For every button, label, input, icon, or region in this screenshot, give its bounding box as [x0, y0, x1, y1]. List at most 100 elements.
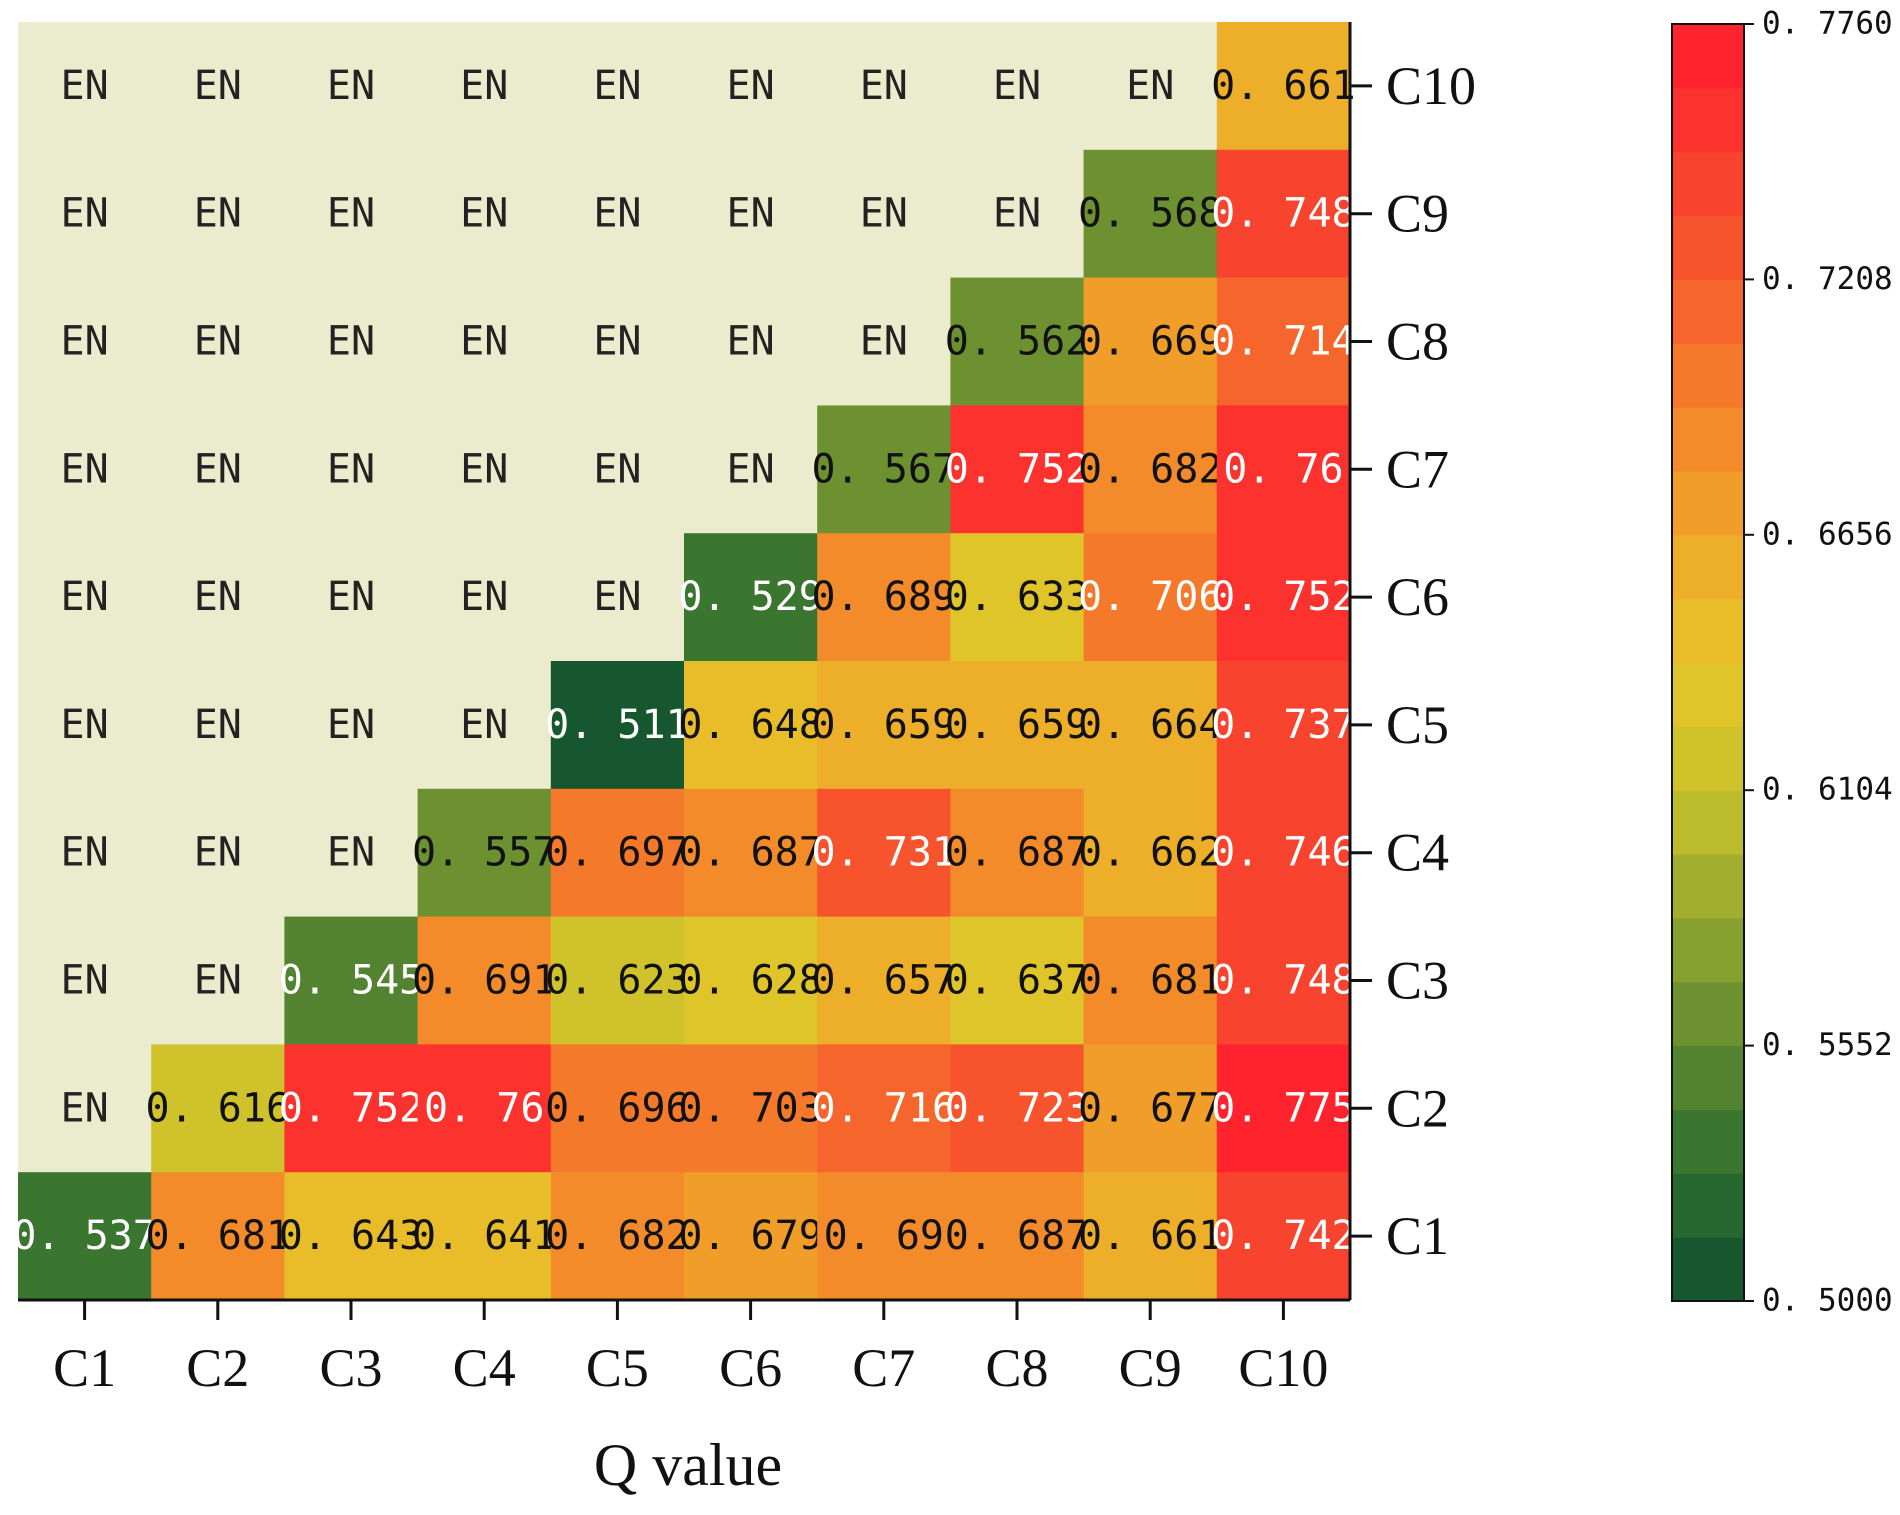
- heatmap-cell: [684, 1172, 818, 1301]
- heatmap-cell: [684, 533, 818, 662]
- masked-cell-label: EN: [327, 574, 375, 620]
- masked-cell-label: EN: [460, 191, 508, 237]
- x-axis: C1 C2 C3 C4 C5 C6 C7 C8 C9 C10: [53, 1300, 1328, 1398]
- heatmap-cell: [1083, 661, 1218, 790]
- heatmap-cell: [1216, 533, 1351, 662]
- heatmap-cell: [817, 533, 951, 662]
- masked-cell: [950, 149, 1085, 279]
- y-axis: C10 C9 C8 C7 C6 C5 C4 C3 C2 C1: [1350, 56, 1476, 1266]
- y-tick-label: C4: [1386, 823, 1449, 883]
- heatmap-cell: [417, 788, 552, 918]
- heatmap-cell: [684, 1044, 818, 1173]
- masked-cell: [417, 277, 552, 406]
- x-tick-label: C2: [186, 1338, 249, 1398]
- colorbar-band: [1672, 790, 1744, 855]
- cell-value-label: 0. 737: [1211, 702, 1356, 748]
- cell-value-label: 0. 69: [824, 1213, 944, 1259]
- masked-cell: [417, 405, 552, 534]
- colorbar-band: [1672, 1045, 1744, 1111]
- heatmap-cell: [417, 1172, 552, 1301]
- y-tick-label: C1: [1386, 1206, 1449, 1266]
- heatmap-cell: [550, 916, 685, 1045]
- heatmap-cell: [1216, 661, 1351, 790]
- cell-value-label: 0. 723: [945, 1085, 1090, 1131]
- heatmap-cell: [817, 1044, 951, 1173]
- masked-cell-label: EN: [194, 958, 242, 1004]
- heatmap-cell: [1083, 405, 1218, 534]
- cell-value-label: 0. 661: [1078, 1213, 1223, 1259]
- cell-value-label: 0. 76: [424, 1085, 544, 1131]
- masked-cell-label: EN: [61, 702, 109, 748]
- masked-cell-label: EN: [460, 63, 508, 109]
- colorbar-band: [1672, 343, 1744, 408]
- cell-value-label: 0. 687: [678, 830, 823, 876]
- cell-value-label: 0. 664: [1078, 702, 1223, 748]
- x-axis-title: Q value: [594, 1432, 782, 1498]
- masked-cell-label: EN: [327, 830, 375, 876]
- cell-value-label: 0. 677: [1078, 1085, 1223, 1131]
- masked-cell-label: EN: [61, 319, 109, 365]
- heatmap-cell: [550, 1172, 685, 1301]
- heatmap-cell: [817, 788, 951, 918]
- x-tick-label: C10: [1238, 1338, 1328, 1398]
- heatmap-cell: [1083, 788, 1218, 918]
- heatmap-cell: [817, 405, 951, 534]
- heatmap-cell: [284, 916, 419, 1045]
- colorbar-band: [1672, 24, 1744, 89]
- cell-value-label: 0. 687: [945, 1213, 1090, 1259]
- colorbar-band: [1672, 854, 1744, 919]
- masked-cell-label: EN: [327, 446, 375, 492]
- cell-value-label: 0. 689: [812, 574, 957, 620]
- colorbar-band: [1672, 1173, 1744, 1238]
- heatmap-cell: [1216, 277, 1351, 406]
- colorbar-band: [1672, 279, 1744, 344]
- cell-value-label: 0. 752: [279, 1085, 424, 1131]
- y-tick-label: C3: [1386, 951, 1449, 1011]
- y-tick-label: C6: [1386, 567, 1449, 627]
- masked-cell-label: EN: [460, 446, 508, 492]
- cell-value-label: 0. 703: [678, 1085, 823, 1131]
- heatmap-cell: [1083, 1172, 1218, 1301]
- colorbar-band: [1672, 1109, 1744, 1174]
- masked-cell-label: EN: [194, 830, 242, 876]
- masked-cell: [151, 405, 285, 534]
- heatmap-cell: [950, 533, 1085, 662]
- heatmap-frame: [18, 22, 1352, 1302]
- cell-value-label: 0. 643: [279, 1213, 424, 1259]
- masked-cell: [684, 149, 818, 279]
- masked-cell: [151, 916, 285, 1045]
- x-tick-label: C5: [586, 1338, 649, 1398]
- masked-cell: [550, 277, 685, 406]
- heatmap-cell: [1216, 1044, 1351, 1173]
- masked-cell: [18, 405, 152, 534]
- heatmap-cell: [1216, 788, 1351, 918]
- heatmap-cell: [950, 277, 1085, 406]
- masked-cell: [417, 661, 552, 790]
- masked-cell: [284, 533, 419, 662]
- cell-value-label: 0. 657: [812, 958, 957, 1004]
- masked-cell: [18, 788, 152, 918]
- colorbar-tick-label: 0. 5552: [1762, 1027, 1893, 1063]
- heatmap-cell: [817, 916, 951, 1045]
- cell-value-label: 0. 628: [678, 958, 823, 1004]
- heatmap-cell: [1216, 149, 1351, 279]
- heatmap-cell: [417, 1044, 552, 1173]
- masked-cell-label: EN: [327, 702, 375, 748]
- masked-cell-label: EN: [194, 574, 242, 620]
- masked-cell: [151, 788, 285, 918]
- masked-cell: [284, 405, 419, 534]
- heatmap-cells: EN EN EN EN EN EN EN EN EN 0. 661 EN EN EN EN EN EN EN EN…: [12, 22, 1356, 1301]
- cell-value-label: 0. 748: [1211, 191, 1356, 237]
- cell-value-label: 0. 687: [945, 830, 1090, 876]
- masked-cell: [284, 22, 419, 151]
- masked-cell-label: EN: [1126, 63, 1174, 109]
- cell-value-label: 0. 623: [545, 958, 690, 1004]
- masked-cell-label: EN: [327, 191, 375, 237]
- cell-value-label: 0. 746: [1211, 830, 1356, 876]
- colorbar-band: [1672, 917, 1744, 983]
- colorbar-band: [1672, 87, 1744, 153]
- cell-value-label: 0. 616: [146, 1085, 291, 1131]
- masked-cell: [817, 277, 951, 406]
- colorbar-tick-label: 0. 6656: [1762, 516, 1893, 552]
